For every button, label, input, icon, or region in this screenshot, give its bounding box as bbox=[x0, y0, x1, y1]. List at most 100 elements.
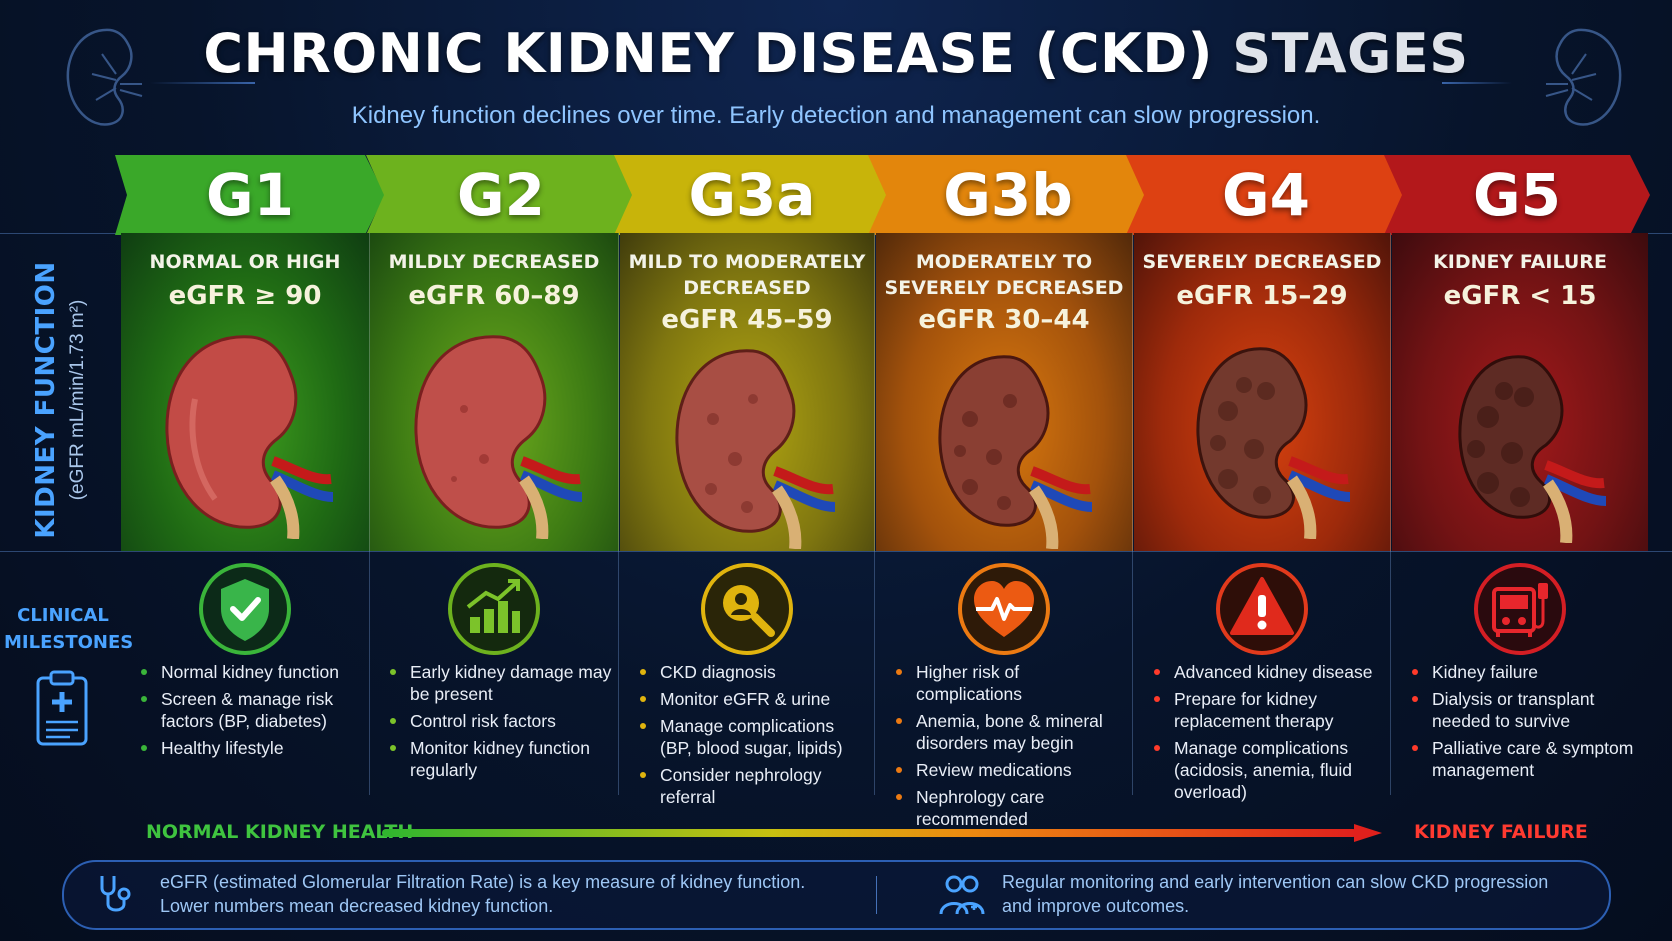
milestone-list: Normal kidney function Screen & manage r… bbox=[139, 661, 363, 764]
list-item-text: Monitor eGFR & urine bbox=[660, 689, 831, 709]
row-separator-middle bbox=[0, 551, 1672, 552]
heart-pulse-icon bbox=[958, 563, 1050, 655]
stage-name: MILDLY DECREASED bbox=[388, 251, 600, 273]
info-footer: eGFR (estimated Glomerular Filtration Ra… bbox=[62, 860, 1611, 930]
list-item-text: Early kidney damage may be present bbox=[410, 662, 612, 704]
list-item: Nephrology care recommended bbox=[894, 786, 1126, 830]
kidney-function-axis: KIDNEY FUNCTION (eGFR mL/min/1.73 m²) bbox=[18, 250, 98, 550]
stage-column-g5: KIDNEY FAILURE eGFR < 15 bbox=[1392, 233, 1648, 551]
list-item-text: Normal kidney function bbox=[161, 662, 339, 682]
list-item: Review medications bbox=[894, 759, 1126, 781]
shield-check-icon bbox=[199, 563, 291, 655]
banner-arrow-shape bbox=[868, 155, 1148, 235]
stage-name: MILD TO MODERATELY DECREASED bbox=[628, 251, 866, 299]
kidney-illustration bbox=[1458, 355, 1607, 543]
stage-banner-g1: G1 bbox=[115, 155, 385, 235]
kidney-illustration bbox=[938, 355, 1093, 549]
list-item: Monitor eGFR & urine bbox=[638, 688, 868, 710]
bullet-dot bbox=[1154, 696, 1160, 702]
stage-name: KIDNEY FAILURE bbox=[1433, 251, 1607, 273]
milestone-list: CKD diagnosis Monitor eGFR & urine Manag… bbox=[638, 661, 868, 813]
bullet-dot bbox=[896, 669, 902, 675]
stage-column-g1: NORMAL OR HIGH eGFR ≥ 90 bbox=[121, 233, 370, 551]
bullet-dot bbox=[896, 794, 902, 800]
list-item-text: Higher risk of complications bbox=[916, 662, 1023, 704]
page-title: CHRONIC KIDNEY DISEASE (CKD) STAGES bbox=[0, 22, 1672, 85]
stage-id: G5 bbox=[1473, 161, 1561, 229]
kidney-illustration bbox=[675, 349, 836, 549]
list-item: Higher risk of complications bbox=[894, 661, 1126, 705]
stage-name: MODERATELY TO SEVERELY DECREASED bbox=[884, 251, 1124, 299]
stage-id: G4 bbox=[1222, 161, 1310, 229]
stage-egfr: eGFR 45–59 bbox=[661, 305, 833, 335]
list-item: Monitor kidney function regularly bbox=[388, 737, 612, 781]
list-item-text: Kidney failure bbox=[1432, 662, 1539, 682]
list-item: Manage complications (acidosis, anemia, … bbox=[1152, 737, 1384, 803]
list-item: CKD diagnosis bbox=[638, 661, 868, 683]
milestone-column-g5: Kidney failure Dialysis or transplant ne… bbox=[1392, 551, 1648, 795]
milestone-column-g2: Early kidney damage may be present Contr… bbox=[370, 551, 619, 795]
banner-arrow-shape bbox=[1384, 155, 1650, 235]
bullet-dot bbox=[390, 718, 396, 724]
page-subtitle: Kidney function declines over time. Earl… bbox=[351, 102, 1321, 129]
list-item: Healthy lifestyle bbox=[139, 737, 363, 759]
magnifier-person-icon bbox=[701, 563, 793, 655]
list-item-text: Control risk factors bbox=[410, 711, 556, 731]
bullet-dot bbox=[640, 772, 646, 778]
list-item-text: Manage complications (acidosis, anemia, … bbox=[1174, 738, 1352, 802]
kidney-function-unit: (eGFR mL/min/1.73 m²) bbox=[67, 299, 88, 501]
list-item-text: Palliative care & symptom management bbox=[1432, 738, 1634, 780]
title-end: STAGES bbox=[1232, 22, 1469, 85]
list-item: Screen & manage risk factors (BP, diabet… bbox=[139, 688, 363, 732]
stage-egfr: eGFR < 15 bbox=[1443, 281, 1597, 311]
bullet-dot bbox=[141, 696, 147, 702]
title-rule-left bbox=[150, 82, 255, 84]
list-item-text: CKD diagnosis bbox=[660, 662, 776, 682]
footer-right-text: Regular monitoring and early interventio… bbox=[1002, 870, 1548, 918]
stage-banner-g5: G5 bbox=[1384, 155, 1650, 235]
kidney-illustration bbox=[1196, 347, 1351, 539]
list-item-text: Monitor kidney function regularly bbox=[410, 738, 590, 780]
milestone-list: Kidney failure Dialysis or transplant ne… bbox=[1410, 661, 1642, 786]
clinical-milestones-line1: CLINICAL bbox=[17, 605, 109, 626]
list-item: Anemia, bone & mineral disorders may beg… bbox=[894, 710, 1126, 754]
list-item: Control risk factors bbox=[388, 710, 612, 732]
footer-left-text: eGFR (estimated Glomerular Filtration Ra… bbox=[160, 870, 805, 918]
footer-right-line2: and improve outcomes. bbox=[1002, 896, 1190, 916]
bullet-dot bbox=[390, 669, 396, 675]
warning-icon bbox=[1216, 563, 1308, 655]
list-item-text: Healthy lifestyle bbox=[161, 738, 284, 758]
stage-name: NORMAL OR HIGH bbox=[149, 251, 341, 273]
rising-chart-icon bbox=[448, 563, 540, 655]
list-item-text: Anemia, bone & mineral disorders may beg… bbox=[916, 711, 1103, 753]
stage-id: G3b bbox=[943, 161, 1073, 229]
normal-kidney-health-label: NORMAL KIDNEY HEALTH bbox=[146, 821, 414, 843]
list-item-text: Manage complications (BP, blood sugar, l… bbox=[660, 716, 843, 758]
list-item-text: Prepare for kidney replacement therapy bbox=[1174, 689, 1334, 731]
clinical-milestones-line2: MILESTONES bbox=[4, 632, 134, 653]
banner-arrow-shape bbox=[115, 155, 385, 235]
clipboard-icon bbox=[36, 670, 88, 746]
bullet-dot bbox=[1154, 669, 1160, 675]
bullet-dot bbox=[1412, 745, 1418, 751]
stage-column-g3a: MILD TO MODERATELY DECREASED eGFR 45–59 bbox=[620, 233, 875, 551]
title-main: CHRONIC KIDNEY DISEASE (CKD) bbox=[203, 22, 1213, 85]
bullet-dot bbox=[640, 669, 646, 675]
list-item-text: Consider nephrology referral bbox=[660, 765, 822, 807]
list-item-text: Nephrology care recommended bbox=[916, 787, 1045, 829]
footer-right-line1: Regular monitoring and early interventio… bbox=[1002, 872, 1549, 892]
bullet-dot bbox=[640, 723, 646, 729]
milestone-list: Higher risk of complications Anemia, bon… bbox=[894, 661, 1126, 835]
stage-id: G1 bbox=[206, 161, 294, 229]
bullet-dot bbox=[141, 669, 147, 675]
footer-left-line2: Lower numbers mean decreased kidney func… bbox=[160, 896, 554, 916]
progression-arrow bbox=[382, 824, 1382, 842]
stage-id: G3a bbox=[688, 161, 816, 229]
stage-column-g3b: MODERATELY TO SEVERELY DECREASED eGFR 30… bbox=[876, 233, 1133, 551]
list-item-text: Advanced kidney disease bbox=[1174, 662, 1373, 682]
milestone-list: Early kidney damage may be present Contr… bbox=[388, 661, 612, 786]
stage-column-g2: MILDLY DECREASED eGFR 60–89 bbox=[370, 233, 619, 551]
milestone-column-g4: Advanced kidney disease Prepare for kidn… bbox=[1134, 551, 1391, 802]
bullet-dot bbox=[390, 745, 396, 751]
bullet-dot bbox=[1412, 696, 1418, 702]
